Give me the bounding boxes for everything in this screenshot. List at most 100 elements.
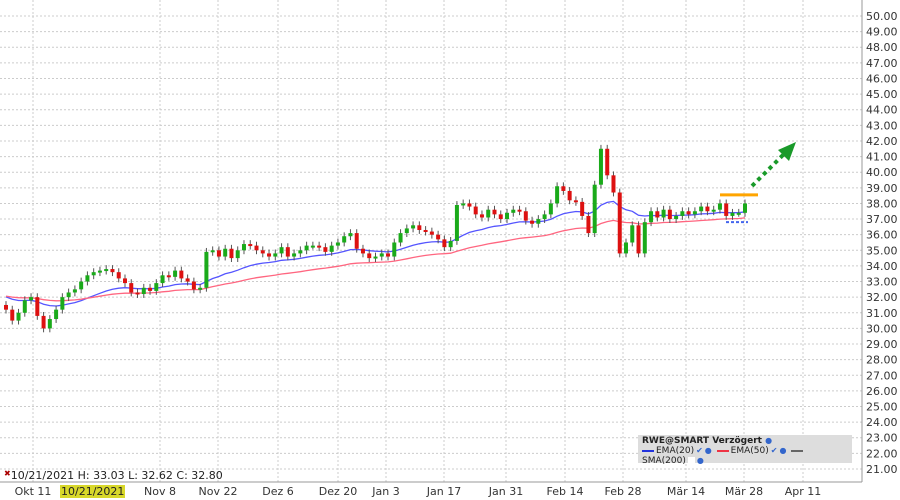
x-tick-label: Jan 3 (371, 485, 399, 498)
ema50-checkbox[interactable]: ✔ (770, 446, 778, 455)
x-tick-label: Dez 20 (319, 485, 358, 498)
x-tick-label: Apr 11 (785, 485, 822, 498)
candle-body (367, 253, 372, 259)
candle-body (160, 275, 165, 284)
candle-body (4, 304, 8, 310)
candle-body (85, 275, 90, 282)
candle-body (611, 175, 616, 193)
candle-body (548, 203, 553, 215)
candle-body (91, 272, 96, 276)
ema20-swatch (642, 449, 654, 452)
candle-body (473, 206, 478, 215)
candle-body (674, 215, 679, 220)
candle-body (229, 248, 234, 259)
candle-body (486, 209, 491, 218)
y-tick-label: 34.00 (866, 260, 898, 273)
y-tick-label: 23.00 (866, 432, 898, 445)
y-tick-label: 29.00 (866, 338, 898, 351)
sma200-swatch (791, 449, 804, 452)
candle-body (66, 292, 71, 298)
y-tick-label: 39.00 (866, 182, 898, 195)
candle-body (35, 297, 40, 316)
y-tick-label: 31.00 (866, 307, 898, 320)
candle-body (467, 203, 472, 207)
ema20-settings-icon[interactable]: ● (704, 446, 712, 455)
candle-body (680, 211, 685, 216)
candle-body (166, 275, 171, 278)
candle-body (517, 209, 522, 212)
candle-body (116, 272, 121, 279)
candle-body (254, 245, 259, 251)
candle-body (179, 270, 184, 279)
candle-body (60, 297, 65, 310)
candle-body (454, 205, 459, 241)
candle-body (523, 211, 528, 221)
legend-sma200: SMA(200) (642, 456, 686, 466)
candle-body (730, 212, 735, 216)
candle-body (79, 281, 84, 290)
y-tick-label: 42.00 (866, 135, 898, 148)
candle-body (335, 242, 340, 246)
sma200-checkbox[interactable] (687, 457, 695, 464)
candle-body (329, 245, 334, 252)
candle-body (241, 244, 246, 251)
candle-body (642, 222, 647, 254)
candle-body (717, 203, 722, 210)
trend-arrow-head (778, 142, 796, 161)
close-readout-icon[interactable]: ✖ (4, 469, 11, 478)
candle-body (530, 220, 535, 224)
candle-body (104, 269, 109, 272)
x-tick-label: Nov 22 (199, 485, 238, 498)
x-tick-label: Jan 17 (426, 485, 461, 498)
trend-arrow-shaft (750, 150, 788, 188)
y-tick-label: 33.00 (866, 276, 898, 289)
candle-body (29, 297, 34, 301)
candle-body (122, 278, 127, 284)
candle-body (298, 250, 303, 254)
x-tick-label: Nov 8 (144, 485, 176, 498)
y-tick-label: 37.00 (866, 213, 898, 226)
legend-ema20: EMA(20) (656, 446, 695, 456)
x-tick-label: Jan 31 (488, 485, 523, 498)
candle-body (505, 212, 510, 220)
legend-title: RWE@SMART Verzögert (642, 436, 762, 446)
candle-body (705, 206, 710, 212)
candle-body (498, 214, 503, 220)
y-tick-label: 21.00 (866, 463, 898, 476)
ema50-settings-icon[interactable]: ● (779, 446, 787, 455)
candle-body (173, 270, 178, 277)
candle-body (72, 289, 77, 293)
ema20-line (5, 200, 746, 307)
candle-body (54, 309, 59, 320)
candle-body (411, 225, 416, 229)
candle-body (573, 200, 578, 203)
candle-body (536, 219, 541, 224)
candle-body (216, 250, 221, 257)
candle-body (154, 283, 159, 291)
y-tick-label: 48.00 (866, 41, 898, 54)
candle-body (22, 300, 27, 313)
candle-body (567, 190, 572, 201)
candle-body (667, 209, 672, 220)
candle-body (310, 245, 315, 248)
candle-body (292, 253, 297, 257)
candle-body (442, 239, 447, 248)
candle-body (260, 250, 265, 254)
candle-body (417, 225, 422, 230)
legend: RWE@SMART Verzögert ● EMA(20) ✔ ● EMA(50) ✔… (638, 435, 852, 466)
candle-body (141, 287, 146, 295)
candle-body (661, 209, 666, 218)
sma200-settings-icon[interactable]: ● (696, 456, 704, 465)
settings-icon[interactable]: ● (765, 436, 773, 445)
ema20-checkbox[interactable]: ✔ (696, 446, 703, 455)
candle-body (586, 215, 591, 234)
candle-body (354, 233, 359, 249)
candle-body (379, 253, 384, 257)
candle-body (692, 211, 697, 215)
candle-body (41, 315, 46, 329)
candle-body (267, 253, 272, 257)
candle-body (235, 250, 240, 259)
y-tick-label: 30.00 (866, 322, 898, 335)
